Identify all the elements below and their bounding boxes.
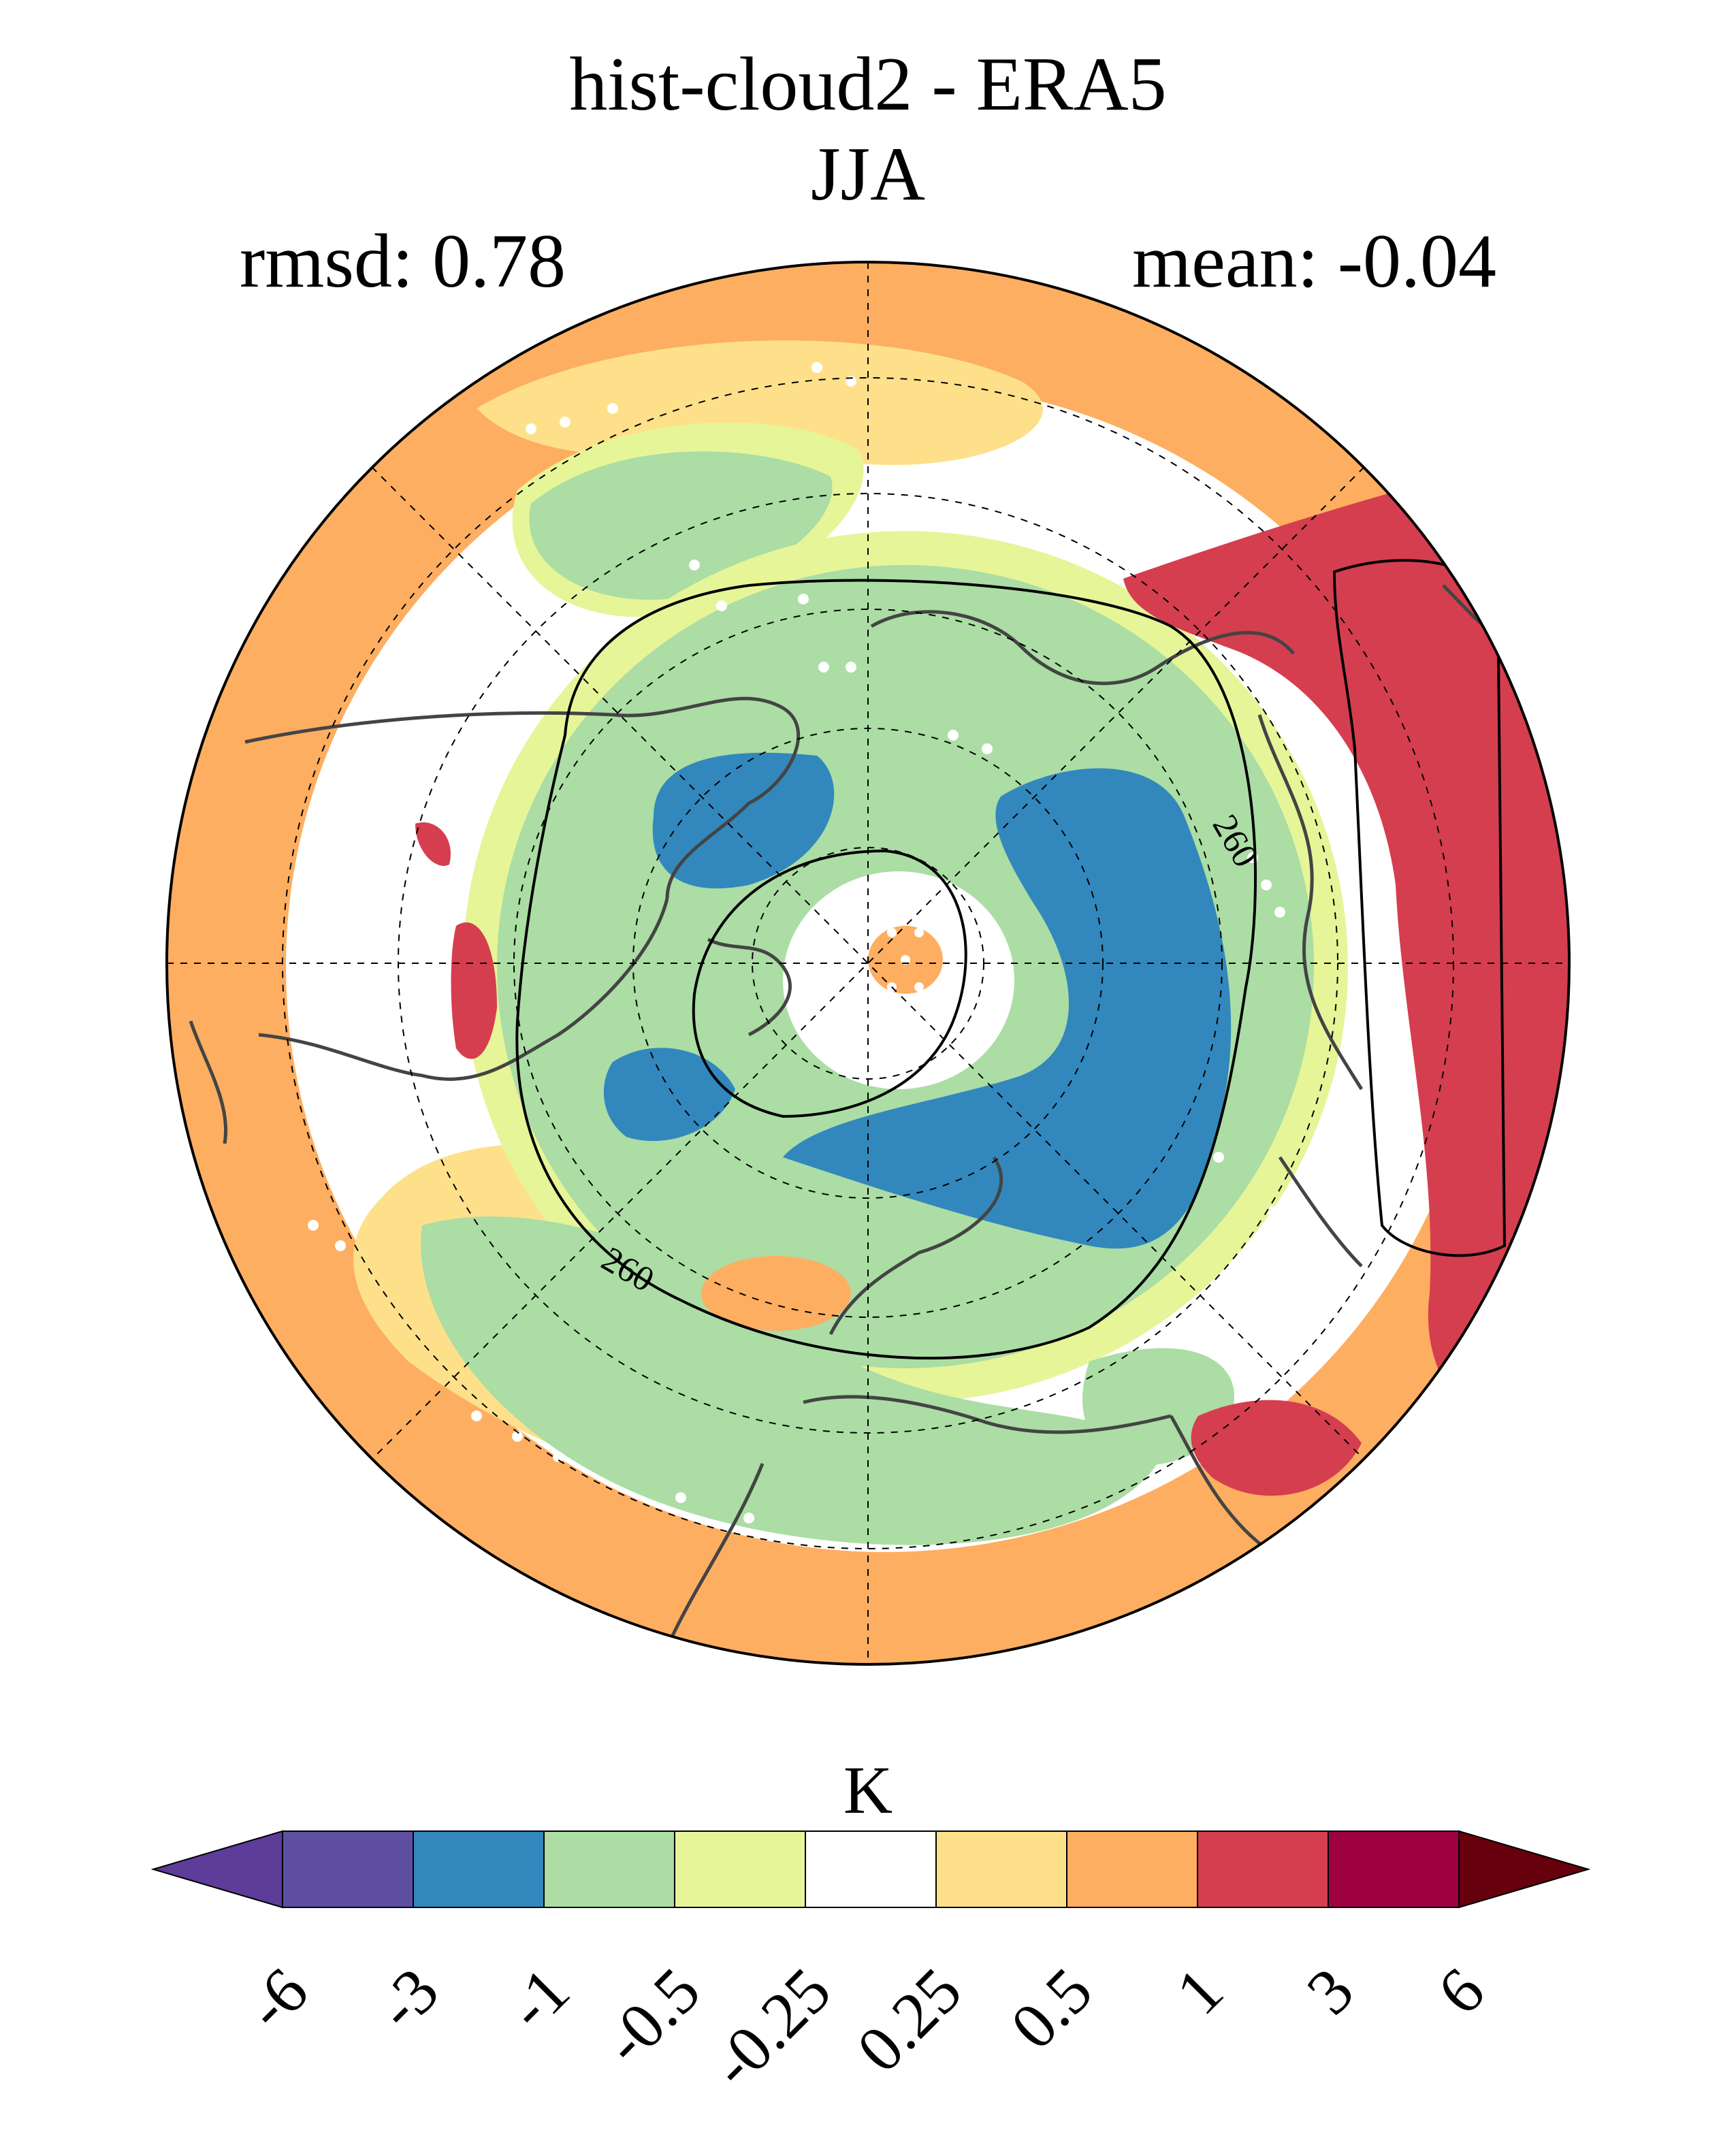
- colorbar-upper-extension: [1458, 1830, 1591, 1909]
- stippling-dots: [308, 362, 1299, 1523]
- colorbar-tick-label: 1: [1161, 1953, 1237, 2029]
- anomaly-region: [415, 822, 451, 866]
- colorbar-swatch: [674, 1830, 806, 1908]
- colorbar-swatch: [805, 1830, 937, 1908]
- anomaly-region: [603, 1048, 735, 1142]
- colorbar-swatch: [935, 1830, 1067, 1908]
- colorbar-tick-label: 0.5: [996, 1953, 1106, 2063]
- anomaly-region: [1123, 449, 1569, 1498]
- colorbar-tick-label: -0.5: [589, 1953, 714, 2078]
- colorbar-swatch: [1328, 1830, 1460, 1908]
- colorbar-tick-label: -6: [231, 1953, 322, 2044]
- anomaly-region: [577, 497, 797, 582]
- mean-stat: mean: -0.04: [1132, 219, 1496, 304]
- colorbar-swatch: [543, 1830, 675, 1908]
- colorbar-lower-extension: [150, 1830, 283, 1909]
- graticule: [167, 262, 1569, 1664]
- anomaly-region: [1191, 1400, 1362, 1496]
- colorbar-tick-label: -1: [493, 1953, 583, 2044]
- rmsd-stat: rmsd: 0.78: [240, 219, 566, 304]
- anomaly-region: [421, 1216, 1157, 1545]
- colorbar-swatch: [282, 1830, 414, 1908]
- colorbar-swatch: [1066, 1830, 1198, 1908]
- colorbar-tick-label: -3: [362, 1953, 453, 2044]
- anomaly-region: [652, 752, 835, 889]
- coastlines: [189, 584, 1532, 1649]
- colorbar-swatch: [413, 1830, 545, 1908]
- anomaly-region: [451, 922, 497, 1059]
- map-border: [165, 261, 1571, 1666]
- anomaly-region: [477, 340, 1043, 466]
- map-title: hist-cloud2 - ERA5: [569, 42, 1167, 127]
- polar-map: 260 260: [165, 261, 1571, 1666]
- season-label: JJA: [810, 132, 926, 216]
- anomaly-region: [701, 1256, 851, 1331]
- colorbar-tick-label: -0.25: [696, 1953, 845, 2101]
- colorbar-swatch: [1197, 1830, 1329, 1908]
- colorbar: [150, 1830, 1591, 1909]
- colorbar-tick-label: 3: [1292, 1953, 1368, 2029]
- colorbar-tick-label: 6: [1423, 1953, 1498, 2029]
- anomaly-region: [1434, 865, 1505, 1123]
- anomaly-region: [783, 768, 1232, 1249]
- colorbar-unit: K: [843, 1752, 893, 1828]
- colorbar-tick-label: 0.25: [843, 1953, 976, 2086]
